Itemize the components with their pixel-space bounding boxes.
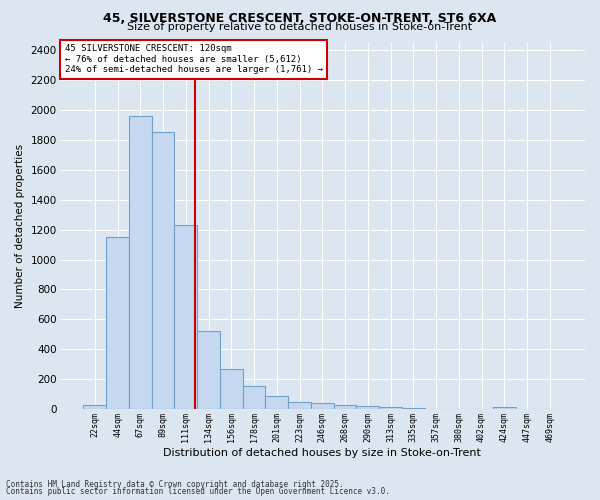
Bar (356, 406, 379, 409)
Bar (220, 369, 242, 409)
Bar (402, 408, 425, 409)
Text: 45, SILVERSTONE CRESCENT, STOKE-ON-TRENT, ST6 6XA: 45, SILVERSTONE CRESCENT, STOKE-ON-TRENT… (103, 12, 497, 26)
Bar (379, 407, 402, 409)
Bar (106, 237, 129, 409)
Text: 45 SILVERSTONE CRESCENT: 120sqm
← 76% of detached houses are smaller (5,612)
24%: 45 SILVERSTONE CRESCENT: 120sqm ← 76% of… (65, 44, 323, 74)
Bar (311, 403, 334, 409)
Text: Contains HM Land Registry data © Crown copyright and database right 2025.: Contains HM Land Registry data © Crown c… (6, 480, 344, 489)
Bar (83, 404, 106, 409)
Bar (334, 405, 356, 409)
Bar (175, 225, 197, 409)
Bar (265, 396, 288, 409)
Y-axis label: Number of detached properties: Number of detached properties (15, 144, 25, 308)
Text: Contains public sector information licensed under the Open Government Licence v3: Contains public sector information licen… (6, 487, 390, 496)
Text: Size of property relative to detached houses in Stoke-on-Trent: Size of property relative to detached ho… (127, 22, 473, 32)
Bar (152, 132, 175, 409)
Bar (197, 332, 220, 409)
X-axis label: Distribution of detached houses by size in Stoke-on-Trent: Distribution of detached houses by size … (163, 448, 481, 458)
Bar (493, 407, 515, 409)
Bar (242, 386, 265, 409)
Bar (288, 402, 311, 409)
Bar (129, 116, 152, 409)
